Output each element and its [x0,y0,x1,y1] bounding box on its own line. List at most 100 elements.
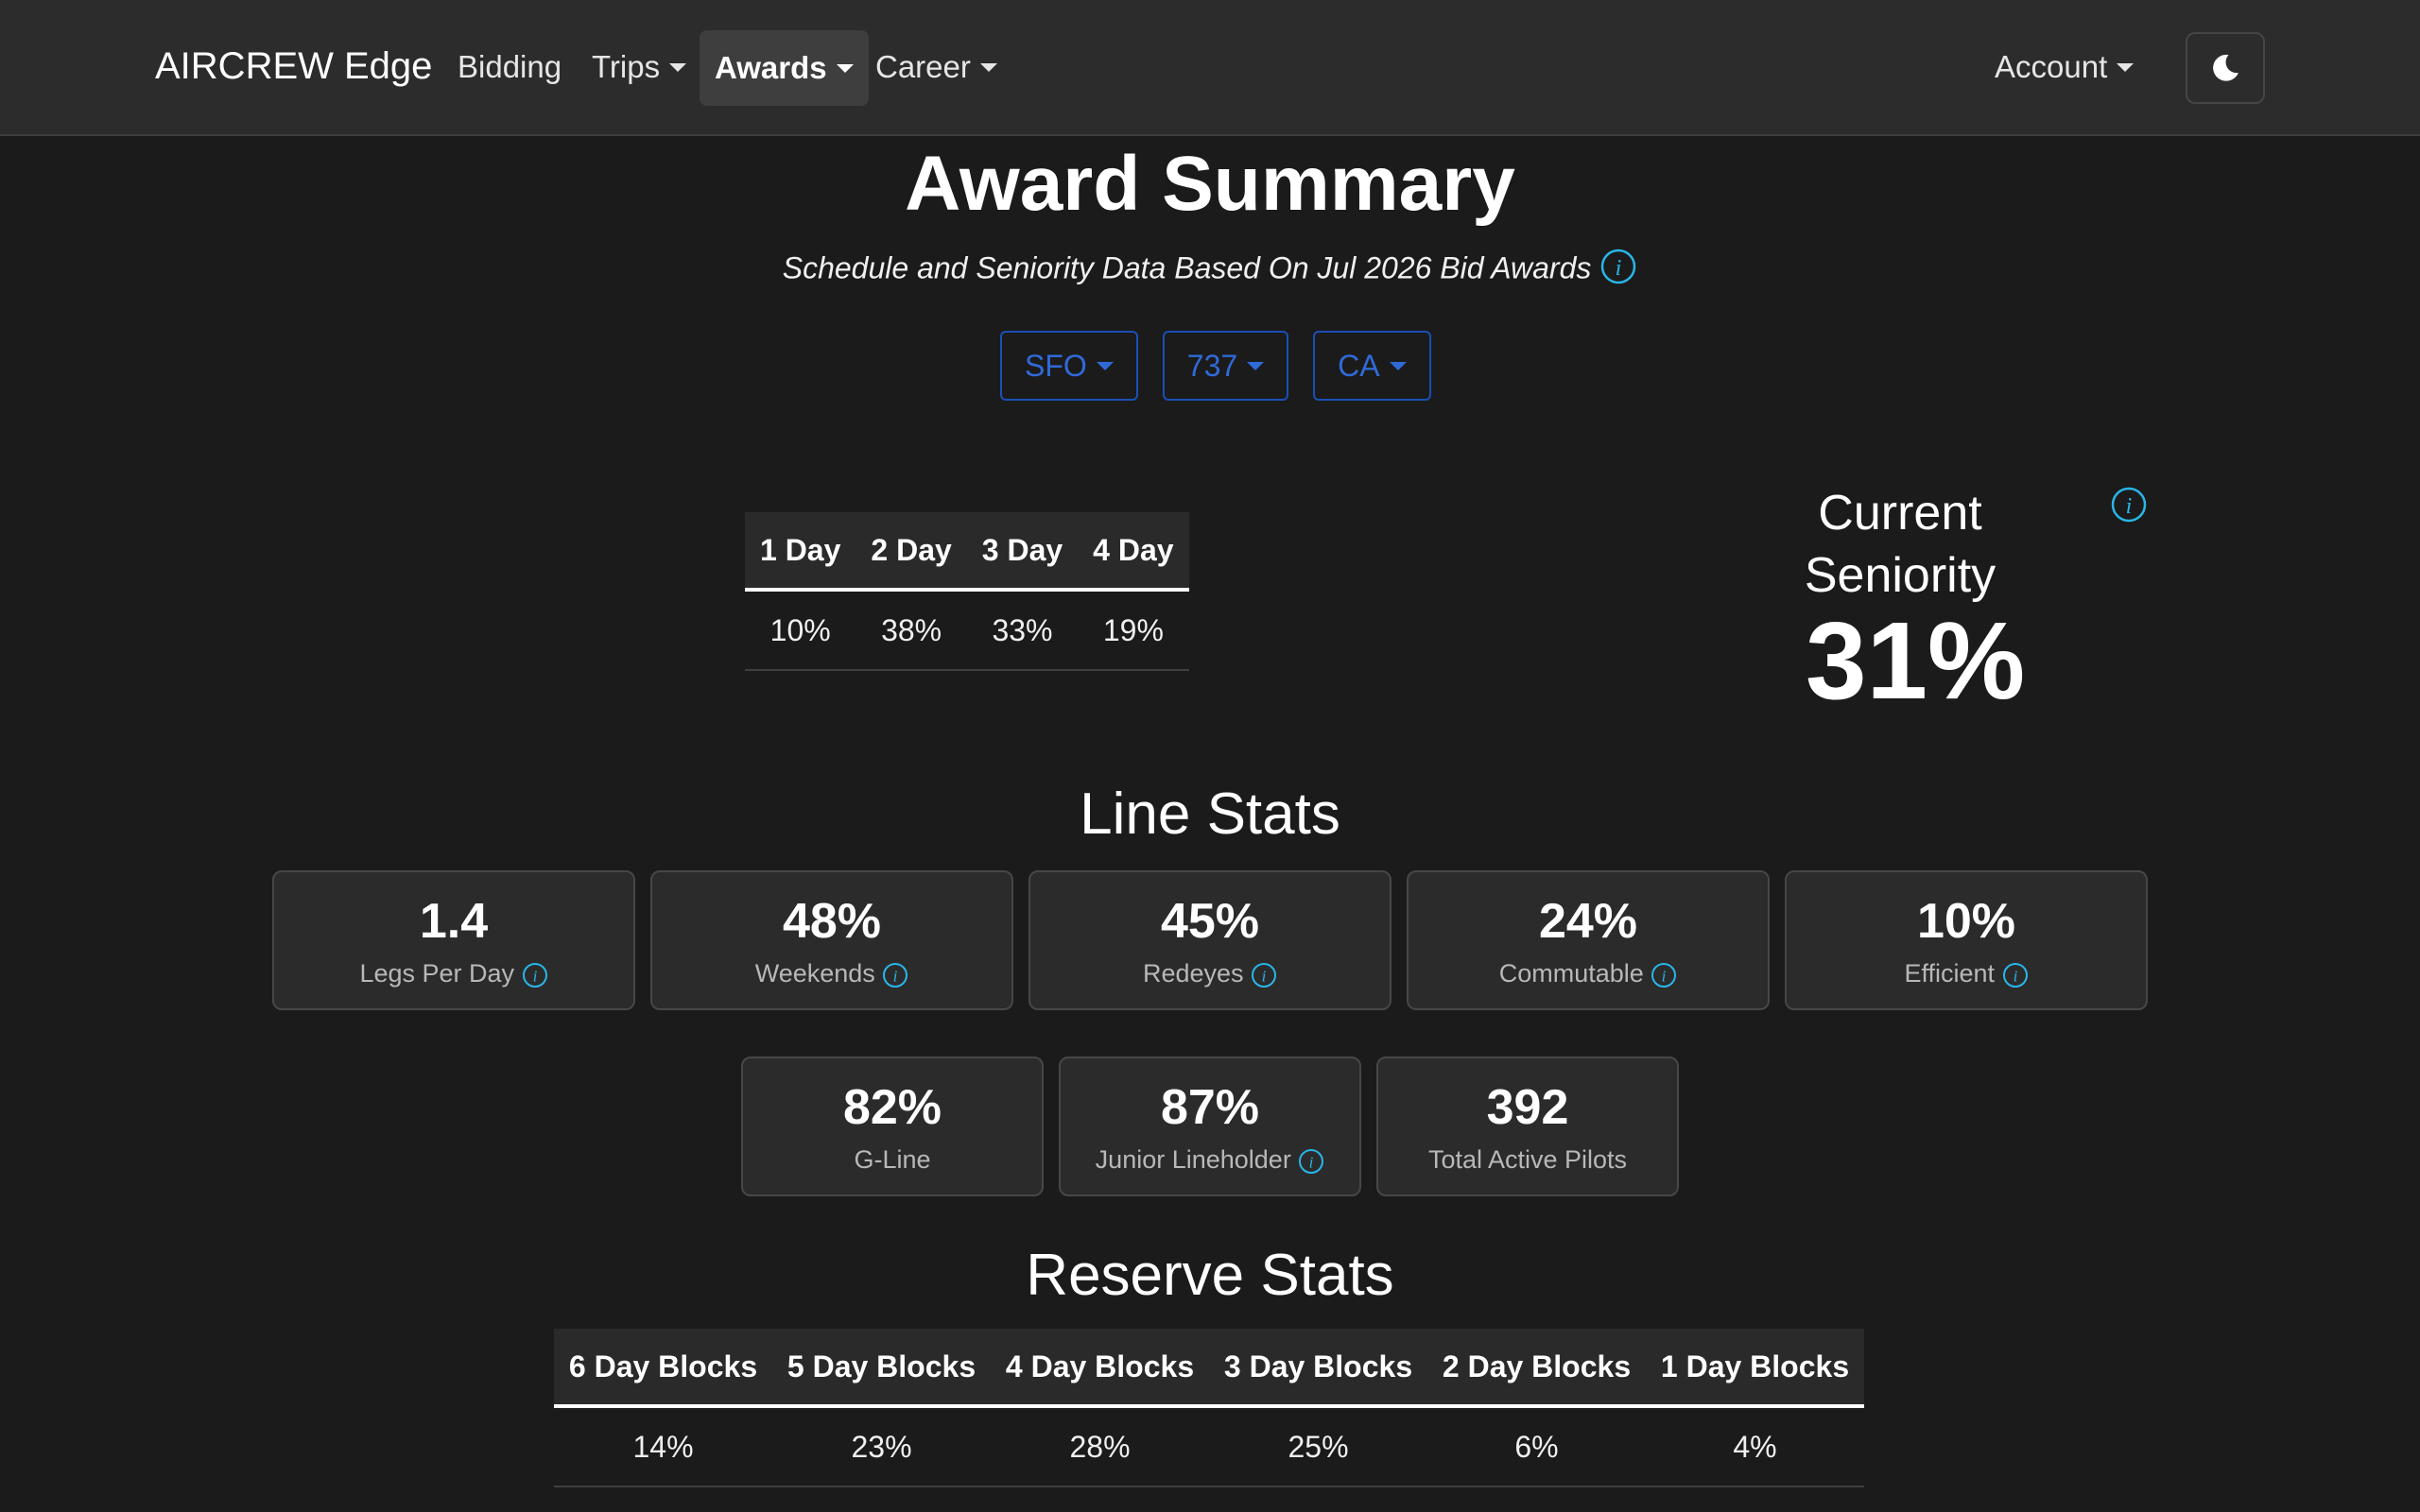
table-cell: 14% [554,1406,772,1487]
nav-bidding-label: Bidding [458,49,562,84]
stat-label: Redeyes i [1030,959,1390,988]
stat-label-text: Redeyes [1142,959,1244,988]
stat-card-total-active-pilots: 392 Total Active Pilots [1376,1057,1679,1196]
page-title: Award Summary [905,141,1515,227]
table-header: 3 Day [966,512,1079,592]
info-icon[interactable]: i [1298,1148,1324,1175]
table-cell: 6% [1427,1406,1646,1487]
stat-card-junior-lineholder: 87% Junior Lineholder i [1059,1057,1361,1196]
fleet-filter-dropdown[interactable]: 737 [1162,331,1289,401]
stat-label: Junior Lineholder i [1061,1145,1359,1175]
svg-text:i: i [1662,967,1667,985]
stat-card-g-line: 82% G-Line [741,1057,1044,1196]
table-header: 6 Day Blocks [554,1329,772,1408]
svg-text:i: i [532,967,537,985]
info-icon[interactable]: i [882,962,908,988]
table-cell: 23% [772,1406,991,1487]
stat-value: 10% [1916,894,2016,949]
stat-label: Total Active Pilots [1378,1145,1677,1175]
nav-career-dropdown[interactable]: Career [875,49,997,85]
svg-text:i: i [2126,494,2133,519]
stat-label-text: Efficient [1904,959,1996,988]
stat-label: Legs Per Day i [274,959,633,988]
info-icon[interactable]: i [1651,962,1677,988]
stat-label-text: Junior Lineholder [1095,1145,1291,1174]
table-header-row: 6 Day Blocks 5 Day Blocks 4 Day Blocks 3… [554,1329,1864,1408]
stat-card-commutable: 24% Commutable i [1407,870,1770,1010]
stat-label-text: Weekends [754,959,875,988]
chevron-down-icon [1096,361,1114,370]
table-header: 3 Day Blocks [1209,1329,1427,1408]
brand-logo[interactable]: AIRCREW Edge [155,45,433,87]
stat-label: Commutable i [1409,959,1768,988]
stat-value: 392 [1486,1080,1569,1135]
stat-card-legs-per-day: 1.4 Legs Per Day i [272,870,635,1010]
stat-card-efficient: 10% Efficient i [1785,870,2148,1010]
stat-value: 82% [842,1080,942,1135]
top-navbar: AIRCREW Edge Bidding Trips Awards Career… [0,0,2420,136]
stat-label: Weekends i [652,959,1011,988]
chevron-down-icon [836,63,854,73]
table-header: 4 Day Blocks [991,1329,1209,1408]
table-row: 10% 38% 33% 19% [745,590,1189,671]
table-cell: 28% [991,1406,1209,1487]
fleet-filter-label: 737 [1186,348,1238,383]
table-cell: 33% [966,590,1079,671]
stat-label-text: Commutable [1498,959,1644,988]
svg-text:i: i [1262,967,1267,985]
table-header: 2 Day [856,512,967,592]
seniority-label-line2: Seniority [1804,548,1996,603]
table-header: 4 Day [1078,512,1189,592]
nav-awards-dropdown[interactable]: Awards [700,30,869,106]
base-filter-dropdown[interactable]: SFO [1000,331,1138,401]
svg-text:i: i [2013,967,2017,985]
stat-label: G-Line [743,1145,1042,1175]
table-cell: 38% [856,590,967,671]
stat-label-text: G-Line [854,1145,931,1174]
table-header: 2 Day Blocks [1427,1329,1646,1408]
chevron-down-icon [979,62,997,72]
line-stats-title: Line Stats [1080,782,1340,847]
info-icon[interactable]: i [522,962,548,988]
info-icon[interactable]: i [2002,962,2029,988]
info-icon[interactable]: i [1251,962,1277,988]
reserve-stats-table: 6 Day Blocks 5 Day Blocks 4 Day Blocks 3… [554,1329,1864,1487]
chevron-down-icon [1389,361,1407,370]
table-row: 14% 23% 28% 25% 6% 4% [554,1406,1864,1487]
chevron-down-icon [2117,62,2135,72]
stat-value: 87% [1160,1080,1260,1135]
page-subtitle: Schedule and Seniority Data Based On Jul… [0,248,2420,293]
stat-card-redeyes: 45% Redeyes i [1028,870,1392,1010]
seniority-label: Current Seniority [1777,482,2023,607]
seniority-value: 31% [1806,599,2026,722]
stat-value: 48% [782,894,882,949]
theme-toggle-button[interactable] [2186,32,2265,104]
stat-card-weekends: 48% Weekends i [650,870,1013,1010]
info-icon[interactable]: i [1599,248,1637,293]
nav-career-label: Career [875,49,971,84]
table-header-row: 1 Day 2 Day 3 Day 4 Day [745,512,1189,592]
table-header: 1 Day Blocks [1646,1329,1864,1408]
stat-label-text: Legs Per Day [359,959,515,988]
chevron-down-icon [1247,361,1265,370]
account-dropdown[interactable]: Account [1995,49,2135,85]
stat-label: Efficient i [1787,959,2146,988]
base-filter-label: SFO [1025,348,1087,383]
table-cell: 4% [1646,1406,1864,1487]
svg-text:i: i [893,967,898,985]
stat-value: 24% [1538,894,1638,949]
seat-filter-label: CA [1338,348,1380,383]
seat-filter-dropdown[interactable]: CA [1313,331,1431,401]
chevron-down-icon [669,62,687,72]
table-header: 5 Day Blocks [772,1329,991,1408]
trip-length-table: 1 Day 2 Day 3 Day 4 Day 10% 38% 33% 19% [745,512,1189,671]
reserve-stats-title: Reserve Stats [1026,1243,1394,1308]
nav-trips-dropdown[interactable]: Trips [592,49,687,85]
subtitle-text: Schedule and Seniority Data Based On Jul… [782,250,1592,285]
stat-label-text: Total Active Pilots [1427,1145,1628,1174]
info-icon[interactable]: i [2110,486,2148,528]
moon-icon [2213,54,2238,81]
nav-bidding[interactable]: Bidding [458,49,562,85]
svg-text:i: i [1309,1153,1314,1171]
stat-value: 45% [1160,894,1260,949]
